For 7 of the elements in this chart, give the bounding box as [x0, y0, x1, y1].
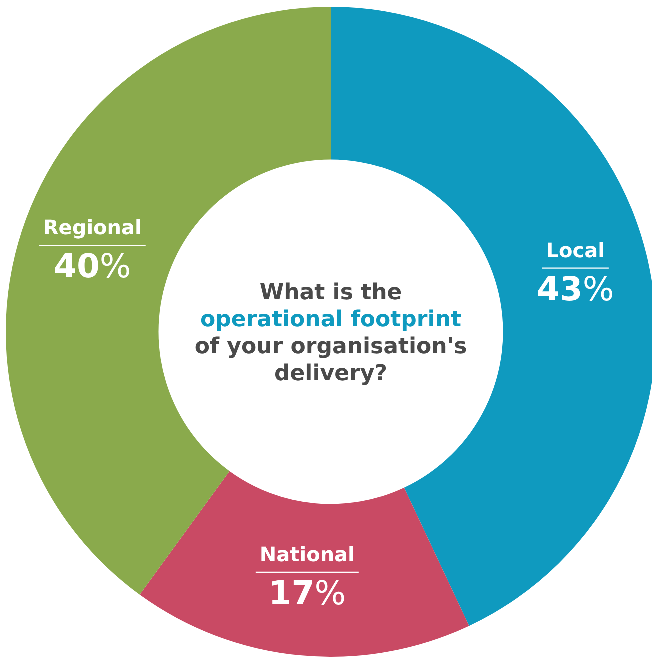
slice-label: National	[260, 542, 355, 567]
text: What is the operational footprint of your organisation's delivery?	[194, 280, 468, 386]
data-label: 17%	[268, 574, 346, 613]
slice-label: Local	[546, 238, 605, 262]
data-label: 40%	[54, 246, 132, 286]
slice-label: Regional	[43, 216, 142, 240]
data-label: 43%	[536, 269, 614, 308]
